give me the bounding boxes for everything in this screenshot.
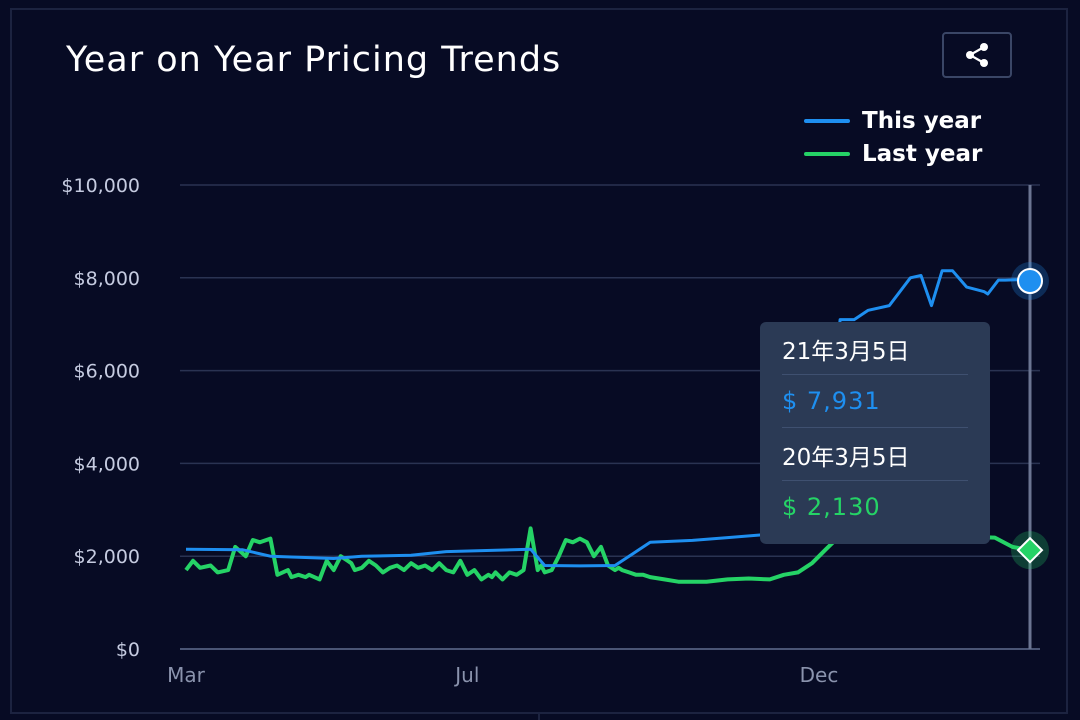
x-tick-label: Jul [453, 663, 479, 687]
x-tick-label: Dec [800, 663, 839, 687]
marker-this-year [1017, 268, 1043, 295]
legend-item-this-year[interactable]: This year [804, 106, 981, 136]
y-tick-label: $0 [116, 639, 140, 661]
tooltip-divider [782, 374, 968, 375]
x-axis-labels: Mar Jul Dec [167, 663, 838, 687]
chart-card [10, 8, 1068, 712]
y-tick-label: $10,000 [61, 175, 140, 197]
tooltip-value-last-year: $ 2,130 [782, 493, 881, 521]
y-tick-label: $6,000 [74, 361, 140, 383]
tooltip: 21年3月5日 $ 7,931 20年3月5日 $ 2,130 [760, 322, 990, 544]
tooltip-divider [782, 427, 968, 428]
y-tick-label: $2,000 [74, 546, 140, 568]
tooltip-date-last-year: 20年3月5日 [782, 445, 910, 471]
marker-last-year [1016, 536, 1044, 564]
y-tick-label: $8,000 [74, 268, 140, 290]
legend-swatch-last-year [804, 152, 850, 156]
legend-item-last-year[interactable]: Last year [804, 139, 982, 169]
tooltip-divider [782, 480, 968, 481]
legend-label-last-year: Last year [862, 141, 983, 167]
share-button[interactable] [942, 32, 1012, 78]
x-tick-label: Mar [167, 663, 206, 687]
chart-title: Year on Year Pricing Trends [66, 40, 562, 80]
hover-markers [1011, 262, 1049, 570]
y-tick-label: $4,000 [74, 453, 140, 475]
tooltip-date-this-year: 21年3月5日 [782, 339, 910, 365]
share-icon [966, 43, 988, 67]
series-line-last-year [184, 526, 1031, 584]
tooltip-value-this-year: $ 7,931 [782, 387, 881, 415]
legend-swatch-this-year [804, 119, 850, 123]
y-axis-labels: $10,000 $8,000 $6,000 $4,000 $2,000 $0 [61, 175, 140, 661]
bottom-divider-tick [538, 712, 540, 720]
legend-label-this-year: This year [862, 108, 982, 134]
